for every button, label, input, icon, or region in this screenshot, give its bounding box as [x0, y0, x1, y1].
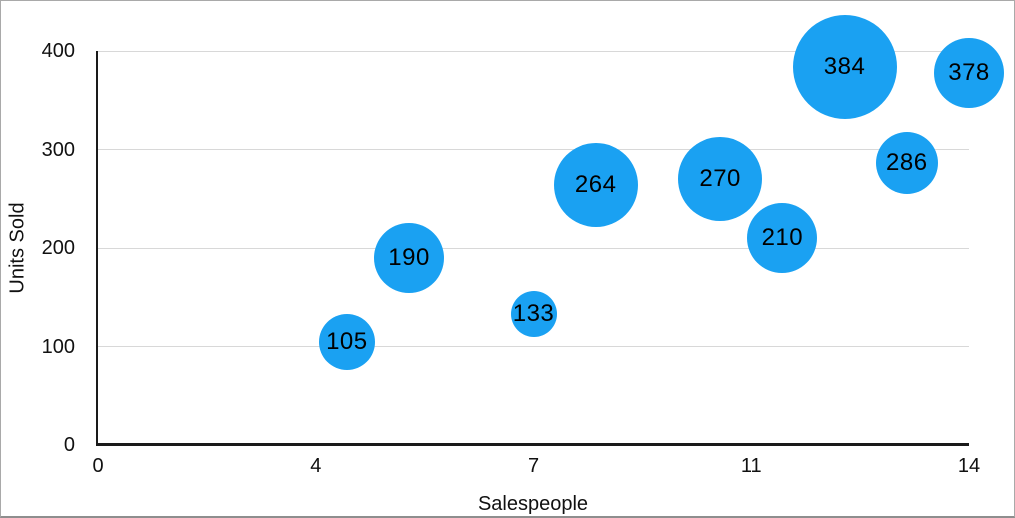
y-tick-label: 0 — [63, 434, 75, 456]
bubble-label: 264 — [574, 170, 617, 198]
bubble-point: 384 — [792, 14, 897, 119]
bubble-point: 210 — [747, 203, 818, 274]
y-tick-label: 300 — [41, 138, 75, 161]
y-axis-line — [96, 51, 98, 446]
bubble-label: 270 — [699, 165, 741, 193]
bubble-label: 378 — [948, 58, 990, 86]
bubble-label: 133 — [512, 299, 555, 327]
gridline-y-200 — [98, 247, 969, 249]
bubble-point: 378 — [934, 37, 1004, 108]
gridline-y-100 — [98, 346, 969, 347]
bubble-point: 270 — [678, 137, 763, 222]
x-axis-title: Salespeople — [477, 493, 589, 515]
bubble-label: 190 — [388, 243, 430, 271]
y-tick-label: 400 — [41, 40, 75, 62]
bubble-label: 286 — [886, 149, 928, 177]
bubble-point: 133 — [510, 290, 557, 337]
gridline-y-400 — [98, 50, 969, 52]
gridline-y-300 — [98, 149, 969, 150]
x-tick-label: 7 — [527, 455, 540, 477]
y-tick-label: 200 — [41, 237, 75, 259]
x-tick-label: 14 — [957, 455, 981, 477]
y-tick-label: 100 — [41, 335, 75, 358]
bubble-label: 210 — [761, 224, 804, 252]
x-axis-line — [96, 443, 969, 446]
x-tick-label: 0 — [92, 455, 104, 477]
bubble-label: 384 — [823, 52, 866, 80]
bubble-label: 105 — [326, 327, 368, 355]
bubble-point: 105 — [318, 313, 375, 370]
x-tick-label: 11 — [740, 455, 762, 477]
bubble-point: 286 — [875, 132, 938, 195]
x-tick-label: 4 — [310, 455, 322, 477]
bubble-point: 190 — [374, 222, 445, 293]
bubble-point: 264 — [553, 142, 638, 227]
